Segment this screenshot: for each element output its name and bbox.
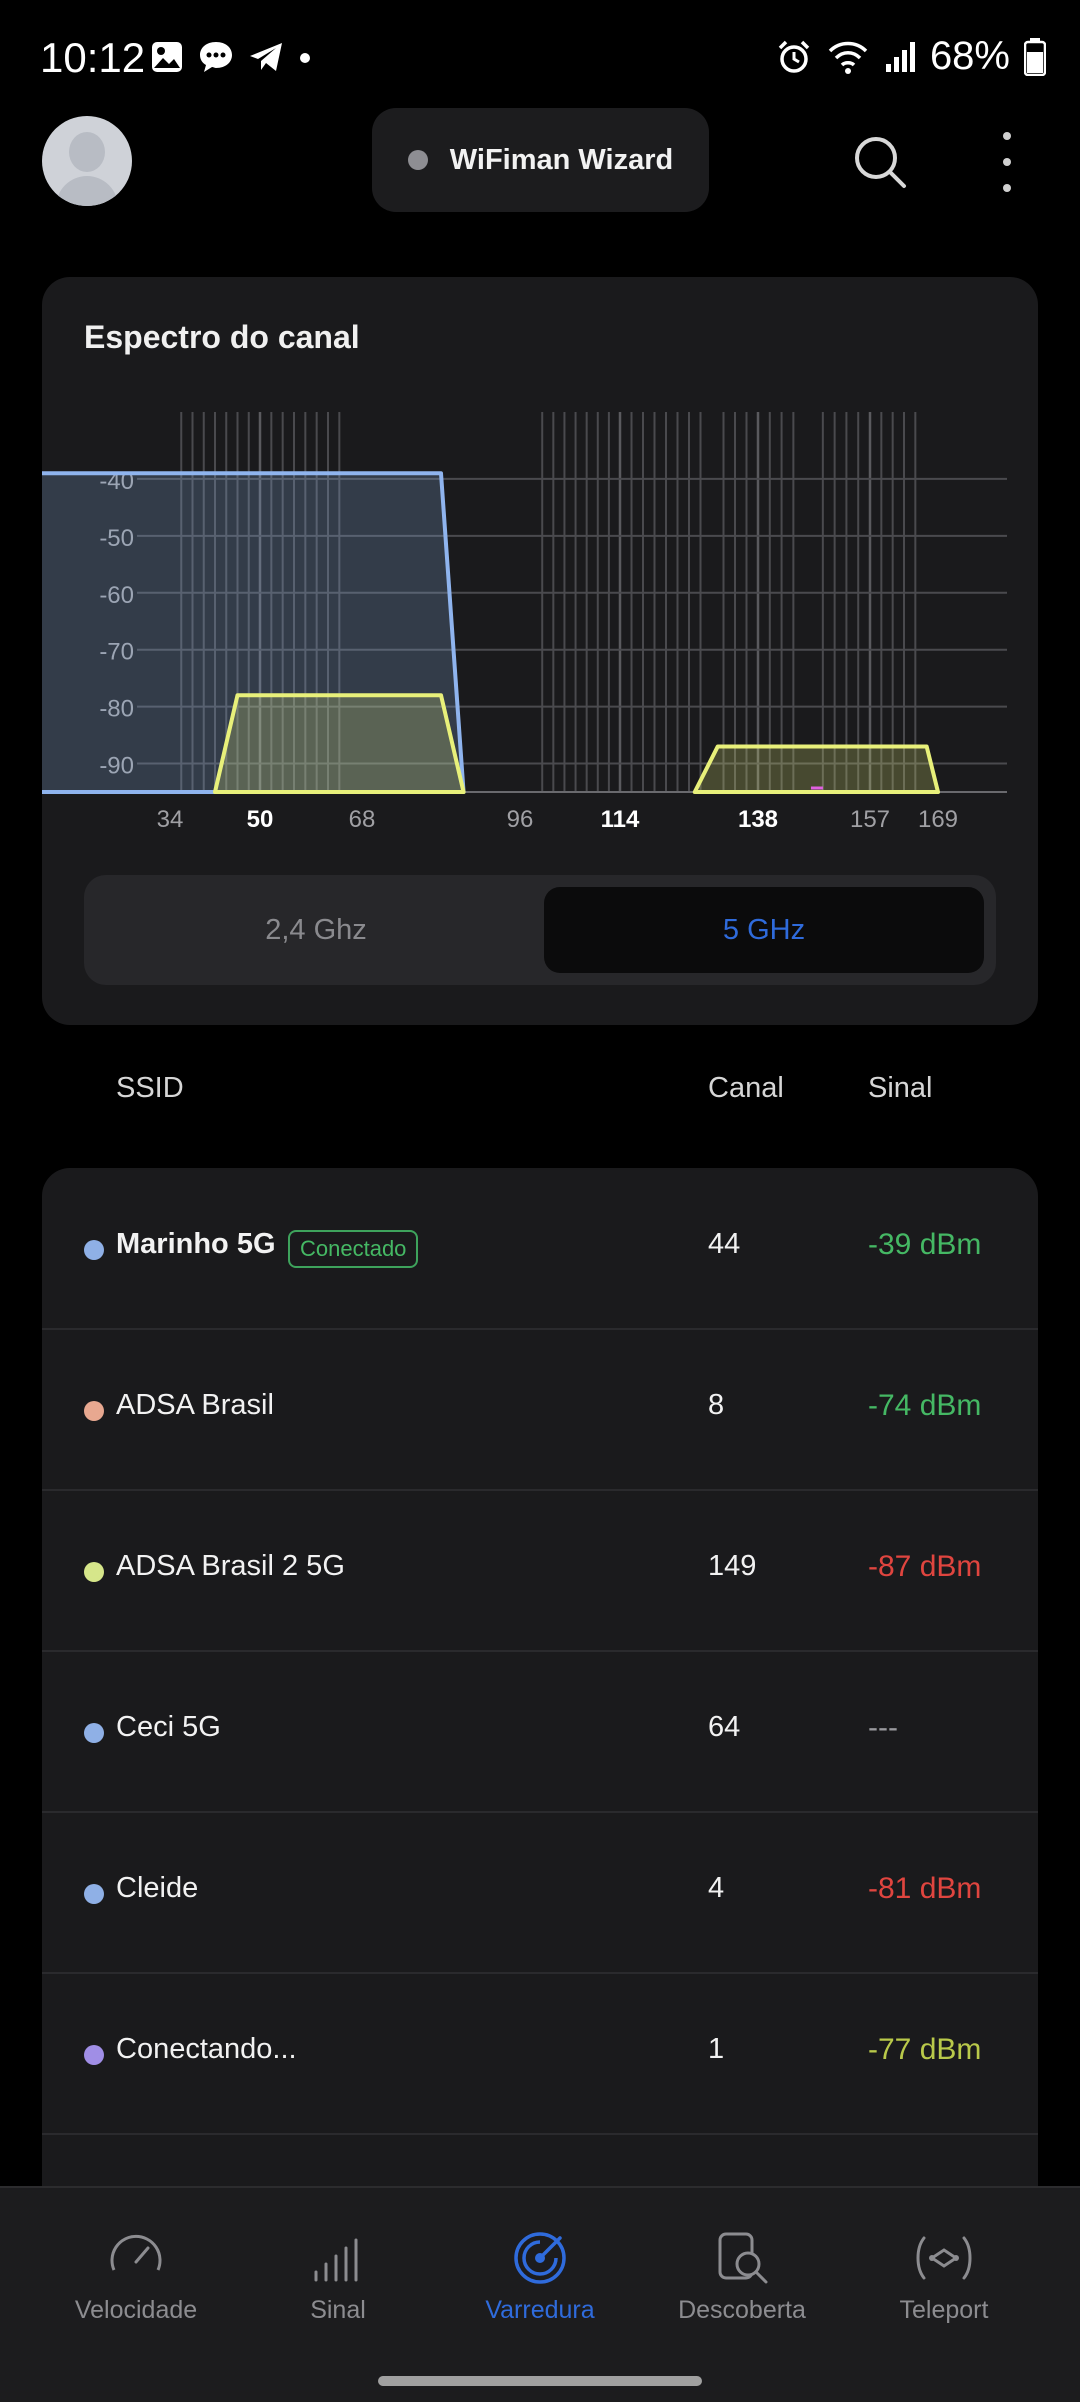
cell-signal-icon [885, 41, 915, 72]
network-channel: 4 [708, 1872, 725, 1904]
nav-label: Teleport [899, 2296, 989, 2324]
chat-notification-icon [200, 42, 232, 72]
band-2-4ghz-tab[interactable]: 2,4 Ghz [265, 914, 367, 946]
nav-teleport[interactable]: Teleport [844, 2188, 1044, 2368]
network-color-dot [84, 1723, 104, 1743]
x-tick-label: 138 [738, 806, 778, 833]
status-time: 10:12 [40, 34, 146, 81]
column-header-signal[interactable]: Sinal [868, 1072, 933, 1104]
column-header-channel[interactable]: Canal [708, 1072, 784, 1104]
network-signal: -77 dBm [868, 2033, 982, 2066]
band-toggle: 2,4 Ghz 5 GHz [84, 875, 996, 985]
network-row[interactable]: Cleide 4 -81 dBm [42, 1812, 1038, 1974]
nav-descoberta[interactable]: Descoberta [642, 2188, 842, 2368]
network-signal: -39 dBm [868, 1228, 982, 1261]
status-bar: 10:12 68% [0, 0, 1080, 110]
network-color-dot [84, 1240, 104, 1260]
network-signal: -74 dBm [868, 1389, 982, 1422]
wizard-label: WiFiman Wizard [449, 143, 674, 176]
y-tick-label: -70 [99, 639, 134, 666]
nav-varredura[interactable]: Varredura [440, 2188, 640, 2368]
network-ssid: Conectando... [116, 2033, 297, 2065]
network-row[interactable]: Conectando... 1 -77 dBm [42, 1973, 1038, 2135]
avatar-head-icon [69, 132, 105, 172]
teleport-icon [916, 2236, 972, 2280]
wifi-icon [828, 41, 868, 74]
more-notifications-dot-icon [300, 53, 310, 63]
connected-badge: Conectado [288, 1230, 419, 1268]
search-icon[interactable] [852, 134, 908, 190]
network-color-dot [84, 1401, 104, 1421]
battery-icon [1024, 37, 1046, 76]
network-signal: -81 dBm [868, 1872, 982, 1905]
nav-label: Descoberta [678, 2296, 806, 2324]
network-channel: 149 [708, 1550, 757, 1582]
x-tick-label: 114 [601, 806, 640, 833]
network-ssid: Cleide [116, 1872, 199, 1904]
wizard-status-dot [407, 150, 428, 170]
nav-sinal[interactable]: Sinal [238, 2188, 438, 2368]
network-ssid: Marinho 5G [116, 1228, 276, 1260]
column-header-ssid[interactable]: SSID [116, 1072, 184, 1104]
y-tick-label: -60 [99, 582, 134, 609]
device-search-icon [718, 2232, 768, 2284]
x-tick-label: 96 [507, 806, 534, 833]
y-tick-label: -50 [99, 525, 134, 552]
nav-label: Velocidade [74, 2296, 198, 2324]
telegram-notification-icon [250, 43, 282, 71]
x-tick-label: 68 [349, 806, 376, 833]
network-list: Marinho 5G Conectado 44 -39 dBm ADSA Bra… [42, 1168, 1038, 2188]
alarm-icon [778, 40, 810, 73]
nav-velocidade[interactable]: Velocidade [36, 2188, 236, 2368]
network-color-dot [84, 1562, 104, 1582]
status-right-icons: 68% [776, 34, 1046, 79]
channel-band-shape [692, 744, 940, 794]
network-ssid: ADSA Brasil 2 5G [116, 1550, 345, 1582]
network-color-dot [84, 2045, 104, 2065]
avatar-body-icon [56, 176, 118, 206]
network-signal: --- [868, 1711, 898, 1744]
wifiman-wizard-button[interactable]: WiFiman Wizard [372, 108, 709, 212]
spectrum-title: Espectro do canal [84, 319, 360, 355]
network-channel: 64 [708, 1711, 741, 1743]
more-options-icon[interactable] [990, 132, 1024, 192]
home-indicator[interactable] [378, 2376, 702, 2386]
y-tick-label: -80 [99, 696, 134, 723]
battery-percent: 68% [929, 34, 1010, 78]
network-color-dot [84, 1884, 104, 1904]
network-row[interactable]: ADSA Brasil 8 -74 dBm [42, 1329, 1038, 1491]
nav-label: Varredura [485, 2296, 595, 2324]
profile-avatar[interactable] [42, 116, 132, 206]
network-channel: 8 [708, 1389, 725, 1421]
network-channel: 1 [708, 2033, 725, 2065]
bottom-navigation: Velocidade Sinal Varredura Descoberta Te… [0, 2186, 1080, 2402]
radar-icon [514, 2232, 566, 2284]
x-tick-label: 169 [918, 806, 958, 833]
gallery-notification-icon [152, 42, 182, 72]
y-tick-label: -90 [99, 753, 134, 780]
nav-label: Sinal [310, 2296, 366, 2324]
network-channel: 44 [708, 1228, 741, 1260]
speedometer-icon [110, 2234, 162, 2271]
network-row[interactable]: Marinho 5G Conectado 44 -39 dBm [42, 1168, 1038, 1330]
x-tick-label: 50 [247, 806, 274, 833]
channel-spectrum-card: Espectro do canal -40 -50 -60 -70 -80 -90 34 50… [42, 277, 1038, 1025]
band-5ghz-tab[interactable]: 5 GHz [544, 887, 984, 973]
notification-icons [150, 40, 312, 74]
x-tick-label: 34 [157, 806, 184, 833]
network-ssid: ADSA Brasil [116, 1389, 274, 1421]
network-signal: -87 dBm [868, 1550, 982, 1583]
channel-band-shape [213, 693, 466, 794]
signal-bars-icon [314, 2238, 358, 2282]
network-row[interactable]: Ceci 5G 64 --- [42, 1651, 1038, 1813]
network-ssid: Ceci 5G [116, 1711, 221, 1743]
x-tick-label: 157 [850, 806, 890, 833]
network-row[interactable]: ADSA Brasil 2 5G 149 -87 dBm [42, 1490, 1038, 1652]
